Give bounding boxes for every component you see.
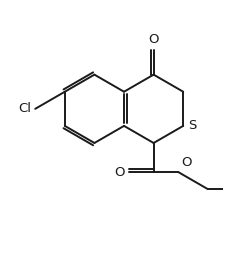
Text: O: O — [114, 166, 124, 179]
Text: O: O — [148, 33, 158, 46]
Text: S: S — [187, 119, 196, 132]
Text: Cl: Cl — [18, 102, 31, 115]
Text: O: O — [180, 156, 191, 169]
